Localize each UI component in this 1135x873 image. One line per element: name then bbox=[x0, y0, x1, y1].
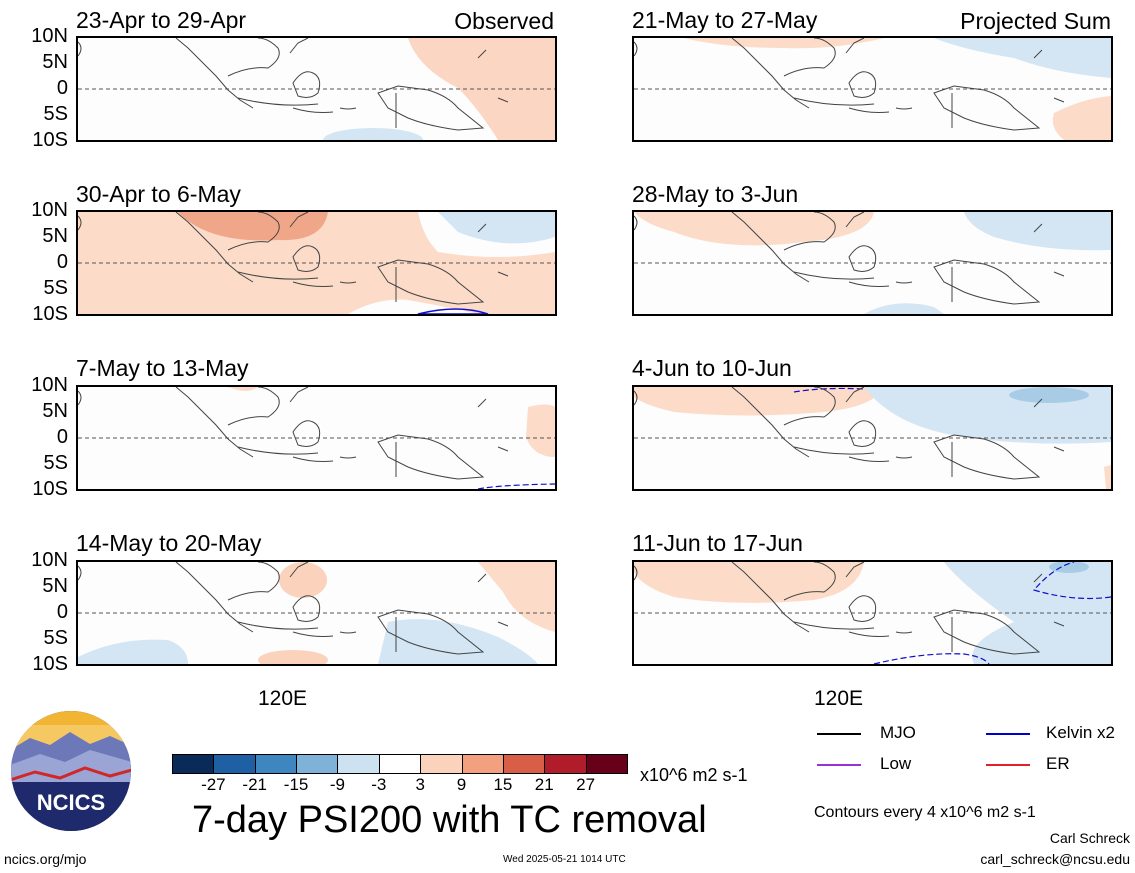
colorbar-swatch bbox=[254, 754, 298, 774]
colorbar-swatch bbox=[502, 754, 546, 774]
colorbar-tick-label: -15 bbox=[283, 775, 309, 794]
lat-label-5n: 5N bbox=[42, 225, 68, 247]
lat-label-10s: 10S bbox=[32, 653, 68, 675]
colorbar-swatch bbox=[461, 754, 504, 774]
lon-label-left: 120E bbox=[258, 687, 308, 710]
positive-anomaly-shading bbox=[634, 212, 874, 246]
footer-timestamp: Wed 2025-05-21 1014 UTC bbox=[503, 854, 626, 865]
panel-5-map bbox=[632, 36, 1113, 142]
kelvin-contour bbox=[417, 308, 489, 314]
positive-anomaly-shading bbox=[634, 387, 884, 416]
colorbar-tick-label: -9 bbox=[329, 775, 346, 794]
panel-3-map bbox=[76, 385, 557, 491]
lat-label-0: 0 bbox=[56, 251, 68, 273]
lat-label-0: 0 bbox=[56, 77, 68, 99]
panel-6-title: 28-May to 3-Jun bbox=[632, 181, 799, 207]
colorbar-swatch bbox=[378, 754, 422, 774]
colorbar-units: x10^6 m2 s-1 bbox=[640, 765, 748, 785]
negative-anomaly-shading bbox=[934, 38, 1111, 78]
colorbar-tick-label: 3 bbox=[415, 775, 425, 794]
lat-label-10n: 10N bbox=[31, 25, 68, 47]
colorbar-swatch bbox=[420, 754, 463, 774]
panel-7-title: 4-Jun to 10-Jun bbox=[632, 355, 792, 381]
legend-line-mjo bbox=[817, 733, 861, 735]
colorbar-tick-label: -27 bbox=[201, 775, 226, 794]
colorbar-swatch bbox=[296, 754, 339, 774]
main-title: 7-day PSI200 with TC removal bbox=[192, 799, 707, 841]
colorbar-tick-label: 15 bbox=[493, 775, 513, 794]
negative-anomaly-shading bbox=[78, 639, 188, 664]
lat-label-5s: 5S bbox=[43, 627, 68, 649]
lon-label-right: 120E bbox=[814, 687, 864, 710]
colorbar-swatch bbox=[172, 754, 215, 774]
lat-label-0: 0 bbox=[56, 426, 68, 448]
logo-text: NCICS bbox=[37, 790, 105, 815]
kelvin-contour bbox=[793, 387, 865, 393]
legend-line-kelvin bbox=[986, 733, 1030, 735]
lat-label-5n: 5N bbox=[42, 400, 68, 422]
negative-anomaly-shading bbox=[964, 212, 1111, 251]
colorbar-swatch bbox=[585, 754, 628, 774]
lat-label-10s: 10S bbox=[32, 303, 68, 325]
panel-2-map bbox=[76, 210, 557, 316]
legend-label-er: ER bbox=[1046, 754, 1070, 773]
colorbar-tick-label: 9 bbox=[456, 775, 467, 794]
panel-5-kind-label: Projected Sum bbox=[960, 8, 1111, 34]
positive-anomaly-shading bbox=[684, 38, 884, 49]
colorbar-tick-label: 21 bbox=[534, 775, 554, 794]
lat-label-10n: 10N bbox=[31, 549, 68, 571]
lat-label-5n: 5N bbox=[42, 51, 68, 73]
panel-3-title: 7-May to 13-May bbox=[76, 355, 249, 381]
lat-label-10s: 10S bbox=[32, 478, 68, 500]
panel-1-kind-label: Observed bbox=[454, 8, 554, 34]
panel-4-map bbox=[76, 560, 557, 666]
panel-8-title: 11-Jun to 17-Jun bbox=[632, 530, 803, 556]
lat-label-5s: 5S bbox=[43, 452, 68, 474]
positive-anomaly-shading bbox=[178, 212, 328, 241]
credit-name: Carl Schreck bbox=[1049, 830, 1130, 846]
colorbar-labels: -27 -21 -15 -9 -3 3 9 15 21 27 bbox=[172, 776, 627, 796]
colorbar-swatch bbox=[213, 754, 256, 774]
kelvin-contour bbox=[477, 483, 555, 489]
lat-label-5s: 5S bbox=[43, 277, 68, 299]
lat-label-0: 0 bbox=[56, 601, 68, 623]
panel-1-title: 23-Apr to 29-Apr bbox=[76, 7, 247, 33]
legend-line-er bbox=[986, 764, 1030, 766]
panel-4-title: 14-May to 20-May bbox=[76, 530, 262, 556]
panel-1-map bbox=[76, 36, 557, 142]
colorbar-tick-label: -21 bbox=[242, 775, 267, 794]
panel-5-title: 21-May to 27-May bbox=[632, 7, 818, 33]
kelvin-contour bbox=[1032, 562, 1111, 600]
lat-label-10s: 10S bbox=[32, 129, 68, 151]
ncics-logo: NCICS bbox=[10, 710, 132, 832]
colorbar-tick-label: 27 bbox=[576, 775, 596, 794]
positive-anomaly-shading bbox=[478, 562, 555, 632]
panel-2-title: 30-Apr to 6-May bbox=[76, 181, 241, 207]
colorbar-swatch bbox=[544, 754, 587, 774]
credit-email[interactable]: carl_schreck@ncsu.edu bbox=[980, 851, 1130, 867]
lat-label-5n: 5N bbox=[42, 575, 68, 597]
panel-7-map bbox=[632, 385, 1113, 491]
contours-note: Contours every 4 x10^6 m2 s-1 bbox=[814, 804, 1036, 821]
panel-8-map bbox=[632, 560, 1113, 666]
negative-anomaly-shading bbox=[323, 128, 423, 140]
footer-url[interactable]: ncics.org/mjo bbox=[4, 851, 87, 867]
legend-label-mjo: MJO bbox=[880, 723, 916, 742]
lat-label-10n: 10N bbox=[31, 199, 68, 221]
panel-6-map bbox=[632, 210, 1113, 316]
colorbar-swatch bbox=[337, 754, 380, 774]
legend-label-kelvin: Kelvin x2 bbox=[1046, 723, 1115, 742]
legend-line-low bbox=[817, 764, 861, 766]
positive-anomaly-shading bbox=[526, 404, 555, 457]
lat-label-5s: 5S bbox=[43, 103, 68, 125]
colorbar-tick-label: -3 bbox=[371, 775, 387, 794]
positive-anomaly-shading bbox=[408, 38, 555, 140]
lat-label-10n: 10N bbox=[31, 374, 68, 396]
colorbar bbox=[172, 754, 628, 774]
legend-label-low: Low bbox=[880, 754, 912, 773]
